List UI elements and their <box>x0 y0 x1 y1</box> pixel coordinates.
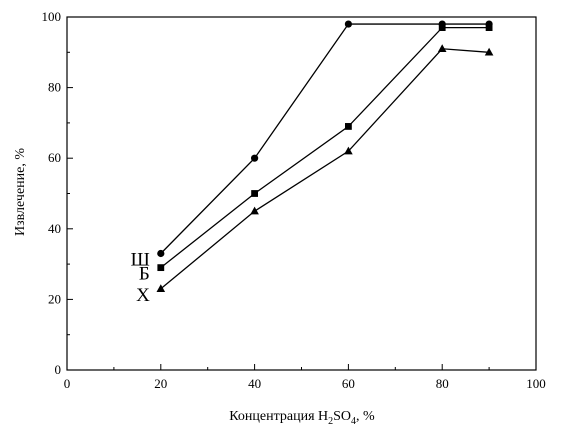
series-line <box>160 48 490 290</box>
series-label: Б <box>139 264 150 285</box>
y-tick-label: 80 <box>48 80 61 95</box>
data-point <box>251 190 258 197</box>
series-square: Б <box>139 24 493 285</box>
data-point <box>345 123 352 130</box>
series-line <box>160 23 490 254</box>
x-axis-title-subscript: 2 <box>328 416 333 427</box>
x-tick-label: 0 <box>64 376 71 391</box>
data-point <box>344 146 353 155</box>
series-layer: ШБХ <box>131 20 494 306</box>
data-point <box>438 24 446 31</box>
data-point <box>156 284 166 293</box>
data-point <box>157 264 165 272</box>
y-tick-label: 40 <box>48 221 61 236</box>
x-axis-title-part: SO <box>333 409 351 424</box>
x-tick-label: 20 <box>154 376 167 391</box>
data-point <box>344 20 352 28</box>
x-tick-label: 80 <box>436 376 449 391</box>
x-axis-title: Концентрация H2SO4, % <box>229 409 375 427</box>
y-axis-title: Извлечение, % <box>13 148 28 236</box>
data-point <box>485 24 493 31</box>
x-tick-label: 100 <box>526 376 546 391</box>
data-point <box>157 249 165 258</box>
y-tick-label: 0 <box>55 362 62 377</box>
series-line <box>160 26 490 269</box>
x-axis-title-subscript: 4 <box>351 416 356 427</box>
x-axis-title-part: , % <box>356 409 375 424</box>
data-point <box>437 44 447 52</box>
x-tick-label: 60 <box>342 376 355 391</box>
y-tick-label: 100 <box>42 9 62 24</box>
series-label: Ш <box>131 250 150 271</box>
data-point <box>251 154 259 162</box>
series-triangle: Х <box>136 44 494 306</box>
y-tick-label: 20 <box>48 291 61 306</box>
series-circle: Ш <box>131 20 493 271</box>
data-point <box>250 206 259 215</box>
data-point <box>484 47 494 56</box>
x-tick-label: 40 <box>248 376 261 391</box>
series-label: Х <box>136 285 150 306</box>
x-axis-title-part: Концентрация H <box>229 409 328 424</box>
plot-axes: 0 20 40 60 80 100 0 20 40 60 80 100 <box>42 9 546 391</box>
y-tick-label: 60 <box>48 150 61 165</box>
plot-frame <box>66 16 537 371</box>
